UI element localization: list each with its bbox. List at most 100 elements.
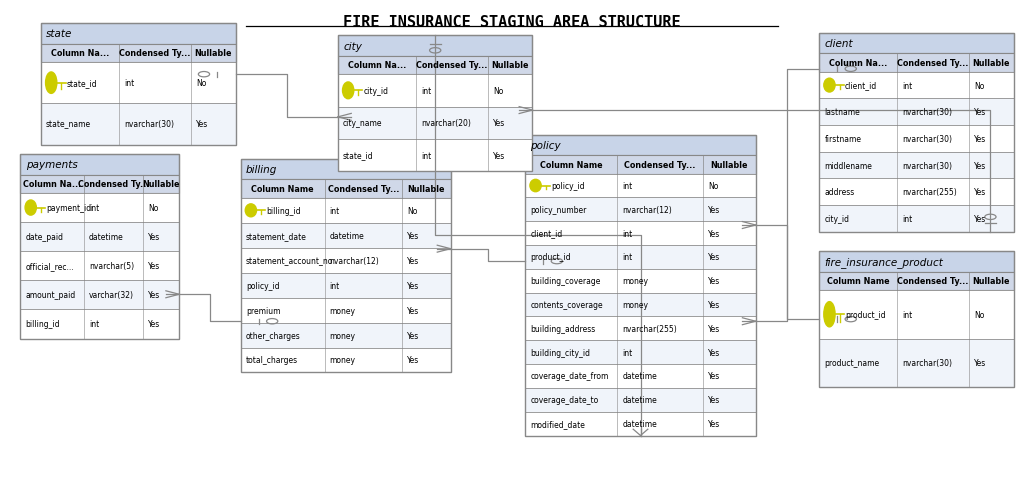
Bar <box>525 136 756 436</box>
Text: Yes: Yes <box>708 301 720 309</box>
Text: product_name: product_name <box>824 359 880 367</box>
Text: Yes: Yes <box>196 120 208 129</box>
Text: nvarchar(30): nvarchar(30) <box>902 359 952 367</box>
Text: state: state <box>46 30 73 39</box>
Ellipse shape <box>823 302 836 327</box>
Bar <box>819 290 1014 339</box>
Text: No: No <box>974 310 984 319</box>
Text: No: No <box>408 206 418 215</box>
Text: client_id: client_id <box>845 81 877 91</box>
Bar <box>241 198 451 223</box>
Bar <box>525 269 756 293</box>
Text: city: city <box>343 42 361 51</box>
Bar <box>525 341 756 364</box>
Text: Nullable: Nullable <box>973 277 1010 286</box>
Text: billing_id: billing_id <box>26 320 60 329</box>
Text: Yes: Yes <box>708 229 720 238</box>
Ellipse shape <box>823 79 836 93</box>
Ellipse shape <box>25 200 37 216</box>
Bar <box>338 57 532 75</box>
Text: No: No <box>708 182 718 191</box>
Text: fire_insurance_product: fire_insurance_product <box>824 257 943 267</box>
Ellipse shape <box>246 204 256 217</box>
Text: nvarchar(12): nvarchar(12) <box>330 256 380 265</box>
Text: Yes: Yes <box>147 262 160 271</box>
Text: state_id: state_id <box>67 79 97 88</box>
Text: Column Na...: Column Na... <box>24 180 81 189</box>
Text: nvarchar(30): nvarchar(30) <box>124 120 174 129</box>
Bar <box>819 252 1014 272</box>
Text: premium: premium <box>246 306 281 315</box>
Text: billing: billing <box>246 165 278 175</box>
Text: state_name: state_name <box>46 120 91 129</box>
Text: Yes: Yes <box>708 253 720 262</box>
Bar <box>20 194 179 223</box>
Bar <box>241 248 451 273</box>
Text: Yes: Yes <box>147 233 160 242</box>
Text: Column Na...: Column Na... <box>348 61 406 70</box>
Bar <box>525 364 756 388</box>
Bar <box>20 155 179 175</box>
Text: Yes: Yes <box>408 231 420 240</box>
Text: No: No <box>196 79 206 88</box>
Text: policy_number: policy_number <box>530 205 587 214</box>
Text: modified_date: modified_date <box>530 419 586 428</box>
Text: datetime: datetime <box>623 372 657 381</box>
Bar <box>819 179 1014 206</box>
Text: Column Name: Column Name <box>251 185 314 194</box>
Bar <box>819 152 1014 179</box>
Text: money: money <box>623 277 648 286</box>
Text: amount_paid: amount_paid <box>26 291 76 300</box>
Text: Yes: Yes <box>974 359 986 367</box>
Text: Column Name: Column Name <box>826 277 890 286</box>
Bar <box>525 293 756 317</box>
Text: building_address: building_address <box>530 324 596 333</box>
Bar <box>819 34 1014 232</box>
Text: nvarchar(5): nvarchar(5) <box>89 262 134 271</box>
Text: nvarchar(20): nvarchar(20) <box>421 119 471 128</box>
Text: total_charges: total_charges <box>246 356 298 365</box>
Text: lastname: lastname <box>824 108 860 117</box>
Text: product_id: product_id <box>530 253 571 262</box>
Text: datetime: datetime <box>623 395 657 405</box>
Text: nvarchar(255): nvarchar(255) <box>623 324 677 333</box>
Bar <box>525 412 756 436</box>
Bar <box>819 99 1014 126</box>
Text: Yes: Yes <box>408 356 420 365</box>
Text: int: int <box>902 214 912 224</box>
Text: int: int <box>623 229 633 238</box>
Text: varchar(32): varchar(32) <box>89 291 134 300</box>
Bar <box>525 156 756 174</box>
Bar <box>525 245 756 269</box>
Text: nvarchar(255): nvarchar(255) <box>902 188 956 197</box>
Text: Yes: Yes <box>708 324 720 333</box>
Text: firstname: firstname <box>824 135 861 144</box>
Ellipse shape <box>45 73 56 94</box>
Bar <box>241 273 451 298</box>
Text: money: money <box>623 301 648 309</box>
Bar <box>819 126 1014 152</box>
Text: middlename: middlename <box>824 161 872 170</box>
Text: nvarchar(30): nvarchar(30) <box>902 135 952 144</box>
Text: int: int <box>330 206 340 215</box>
Bar <box>20 175 179 194</box>
Text: product_id: product_id <box>845 310 886 319</box>
Text: Nullable: Nullable <box>408 185 445 194</box>
Text: Yes: Yes <box>974 214 986 224</box>
Text: Yes: Yes <box>147 291 160 300</box>
Bar <box>525 222 756 245</box>
Text: No: No <box>493 87 503 96</box>
Text: FIRE INSURANCE STAGING AREA STRUCTURE: FIRE INSURANCE STAGING AREA STRUCTURE <box>343 15 681 30</box>
Text: int: int <box>89 204 99 212</box>
Text: Yes: Yes <box>408 256 420 265</box>
Text: payment_id: payment_id <box>46 204 91 212</box>
Text: money: money <box>330 306 355 315</box>
Text: nvarchar(30): nvarchar(30) <box>902 108 952 117</box>
Text: other_charges: other_charges <box>246 331 300 340</box>
Bar <box>819 34 1014 54</box>
Text: Nullable: Nullable <box>492 61 528 70</box>
Text: Yes: Yes <box>493 151 505 160</box>
Text: Yes: Yes <box>708 205 720 214</box>
Bar <box>338 36 532 172</box>
Text: Yes: Yes <box>408 331 420 340</box>
